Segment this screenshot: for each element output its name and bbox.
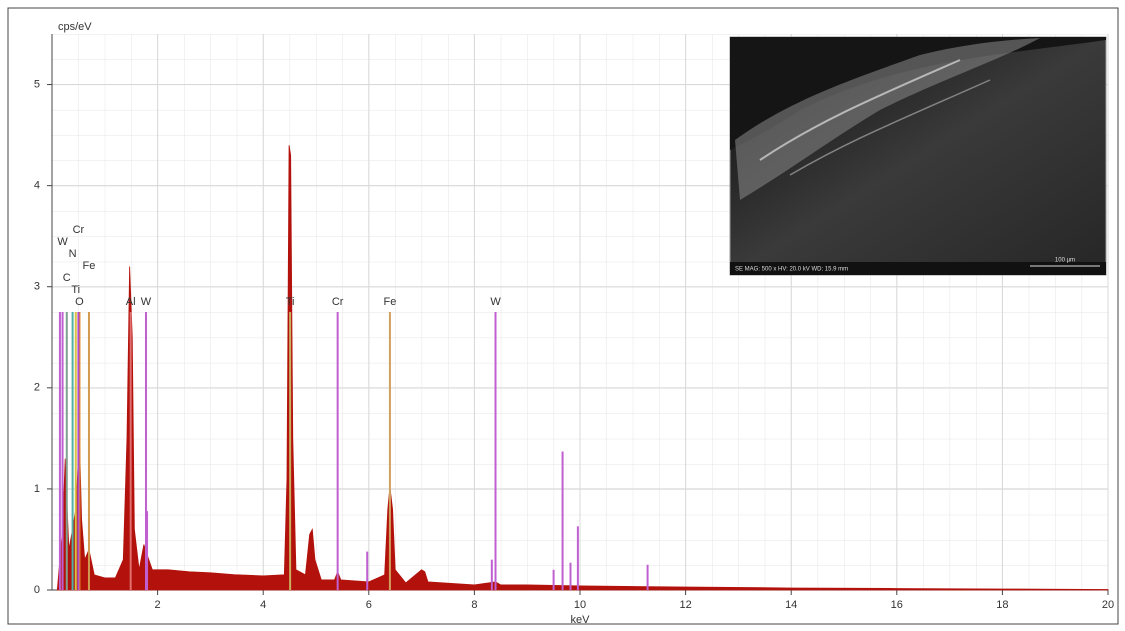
scale-bar-label: 100 µm: [1055, 258, 1075, 264]
x-tick-label: 18: [996, 599, 1008, 611]
x-tick-label: 20: [1102, 599, 1114, 611]
chart: cps/eV keV SE MAG: 500 x HV: 20.0 kV WD:…: [0, 0, 1125, 631]
x-tick-label: 4: [260, 599, 266, 611]
element-label: Cr: [332, 296, 344, 308]
x-tick-label: 8: [471, 599, 477, 611]
element-label: Ti: [286, 296, 295, 308]
element-label: W: [57, 236, 68, 248]
y-tick-label: 2: [34, 382, 40, 394]
element-label: Fe: [83, 260, 96, 272]
x-tick-label: 12: [679, 599, 691, 611]
element-label: Fe: [383, 296, 396, 308]
x-tick-label: 6: [366, 599, 372, 611]
element-label: W: [141, 296, 152, 308]
element-label: C: [63, 272, 71, 284]
y-axis-label: cps/eV: [58, 21, 92, 33]
sem-caption: SE MAG: 500 x HV: 20.0 kV WD: 15.9 mm: [735, 267, 848, 273]
y-tick-label: 0: [34, 584, 40, 596]
element-label: W: [490, 296, 501, 308]
y-tick-label: 3: [34, 281, 40, 293]
y-tick-label: 5: [34, 78, 40, 90]
x-axis-label: keV: [571, 614, 591, 626]
element-label: Cr: [73, 224, 85, 236]
sem-image: SE MAG: 500 x HV: 20.0 kV WD: 15.9 mm 10…: [730, 37, 1106, 275]
x-tick-label: 16: [891, 599, 903, 611]
element-label: O: [75, 296, 84, 308]
x-tick-label: 14: [785, 599, 797, 611]
x-tick-label: 10: [574, 599, 586, 611]
element-label: Ti: [71, 284, 80, 296]
element-label: Al: [126, 296, 136, 308]
y-tick-label: 4: [34, 180, 40, 192]
x-tick-label: 2: [155, 599, 161, 611]
element-label: N: [69, 248, 77, 260]
y-tick-label: 1: [34, 483, 40, 495]
